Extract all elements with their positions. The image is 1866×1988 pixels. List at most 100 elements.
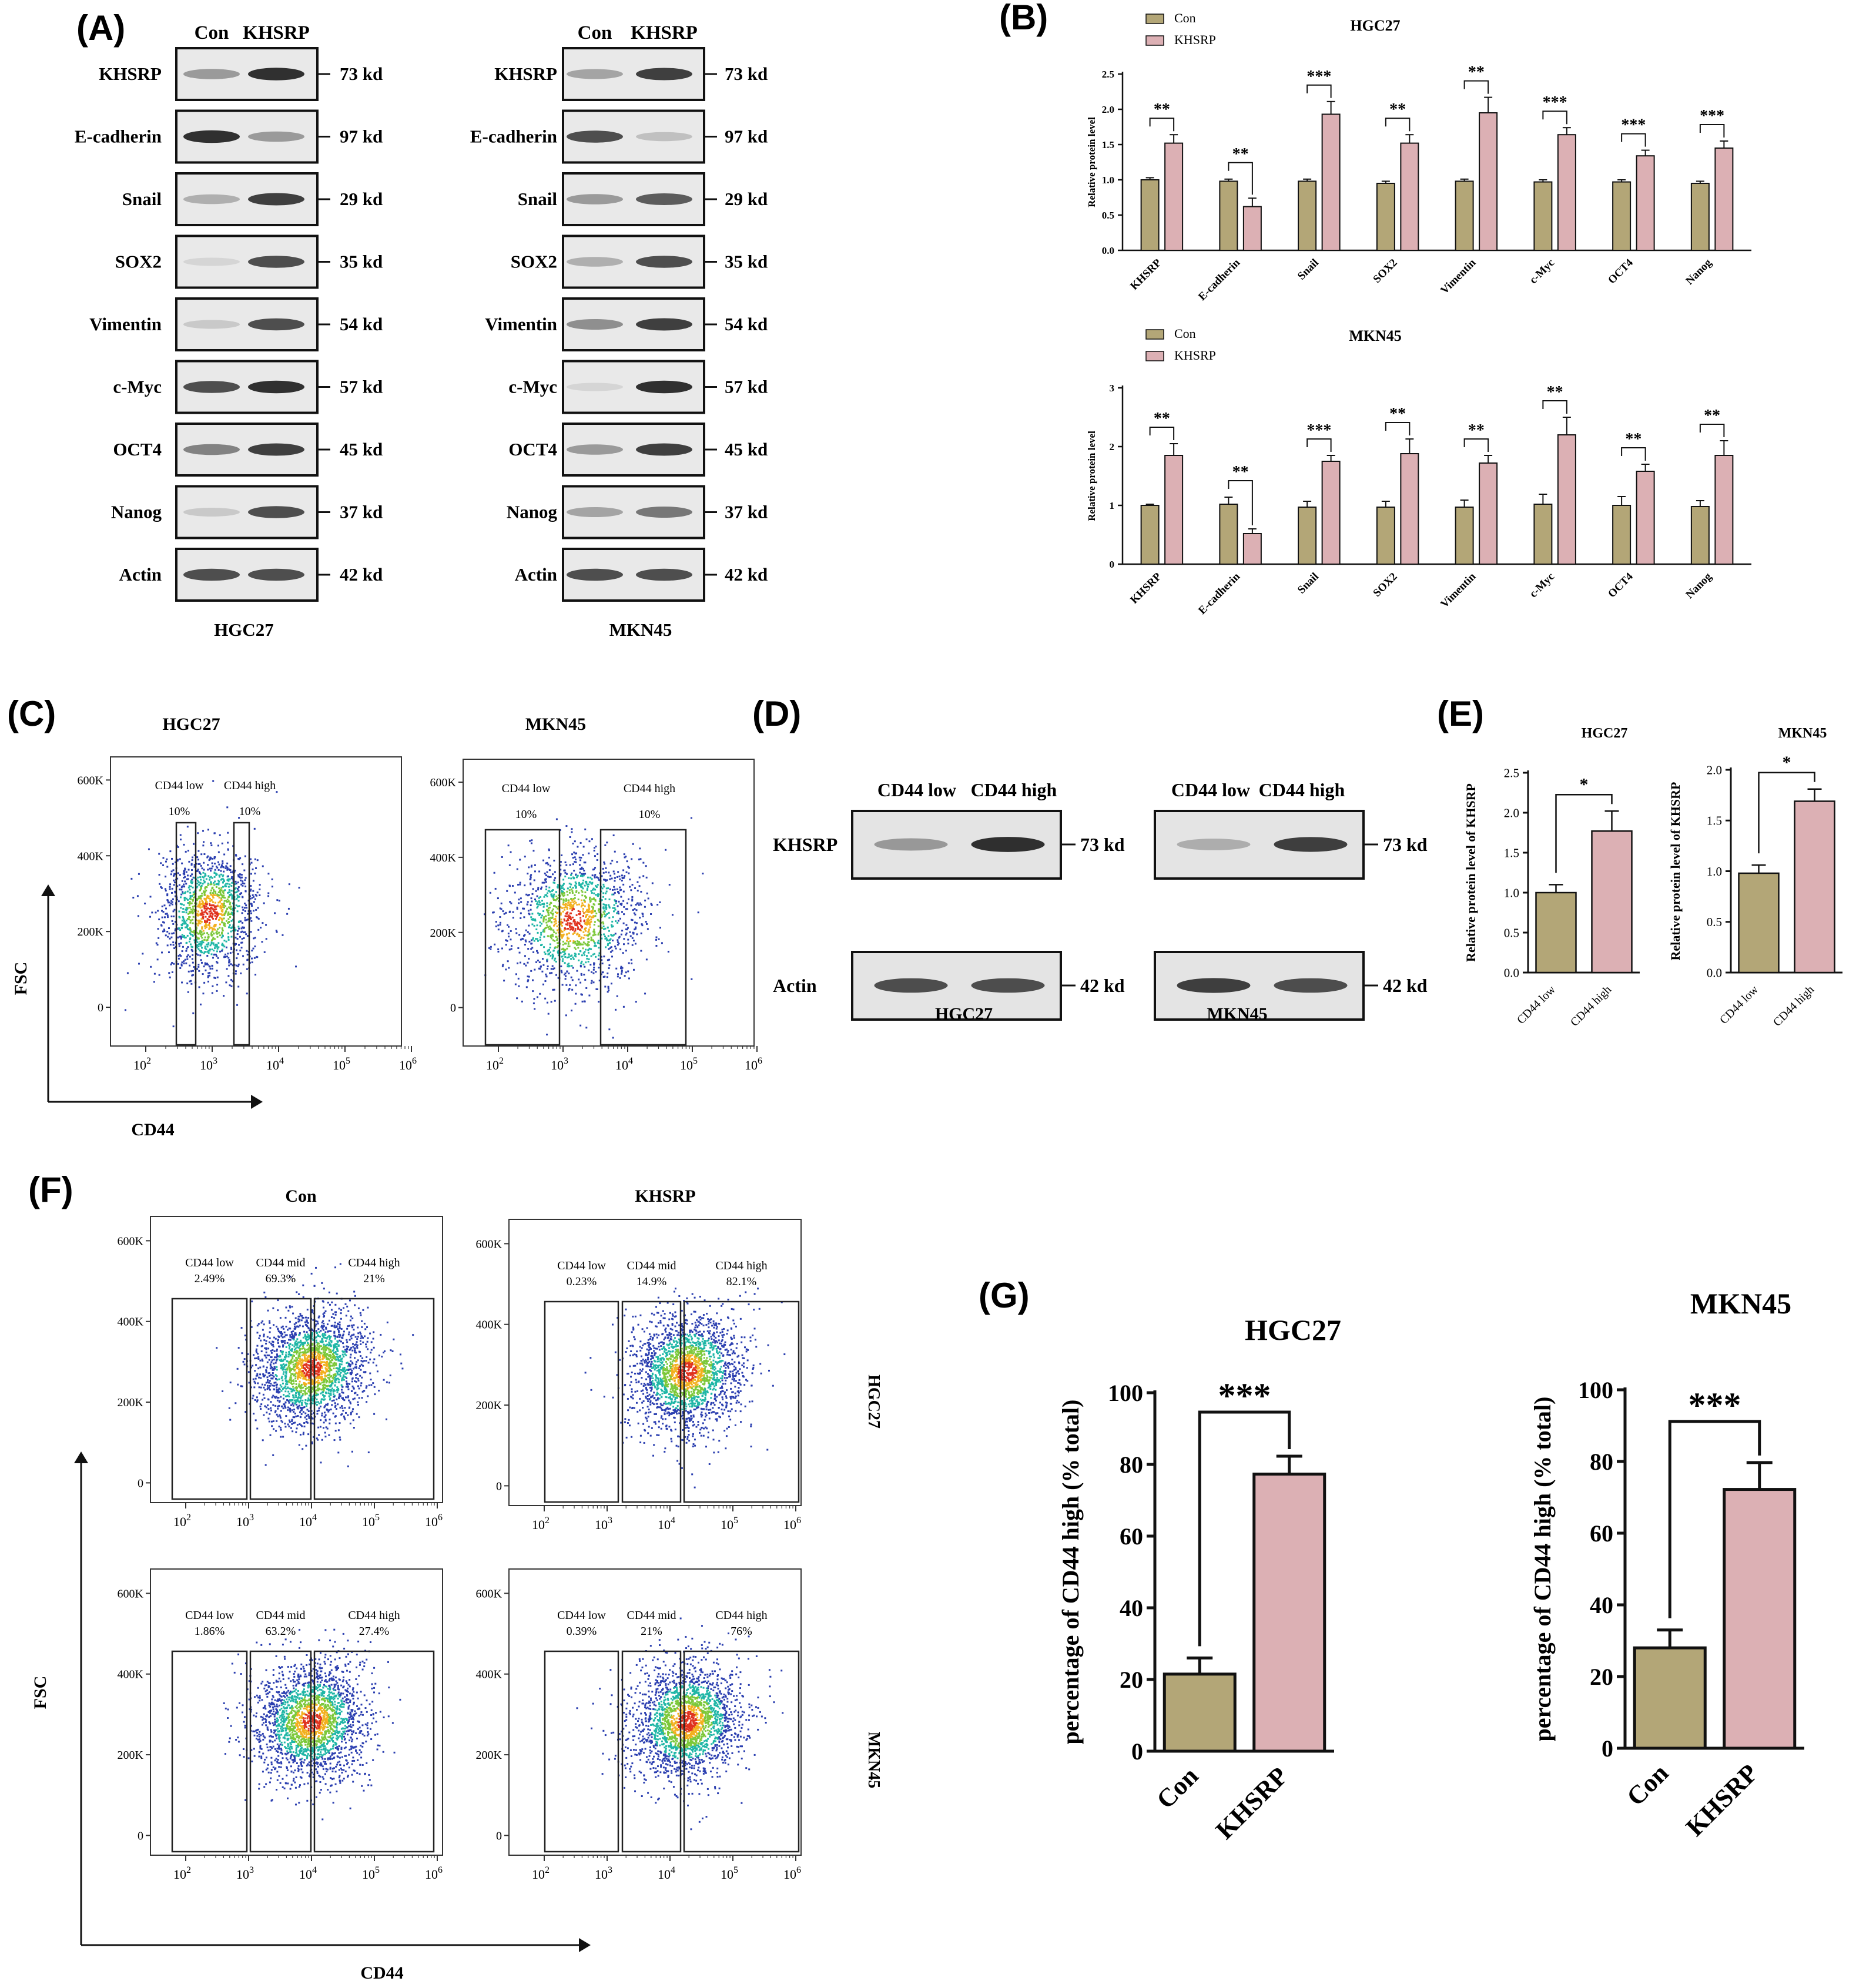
event-dot: [352, 1419, 354, 1422]
event-dot: [333, 1376, 335, 1378]
event-dot: [532, 951, 535, 953]
event-dot: [274, 1356, 276, 1359]
event-dot: [588, 852, 590, 854]
event-dot: [367, 1337, 369, 1339]
event-dot: [306, 1339, 308, 1342]
event-dot: [551, 916, 554, 918]
event-dot: [584, 905, 586, 907]
event-dot: [623, 913, 625, 916]
event-dot: [621, 903, 623, 905]
event-dot: [207, 980, 209, 983]
event-dot: [598, 947, 600, 949]
event-dot: [593, 928, 595, 931]
event-dot: [159, 883, 161, 885]
event-dot: [530, 897, 532, 900]
event-dot: [179, 889, 181, 891]
event-dot: [227, 922, 229, 924]
event-dot: [632, 940, 635, 942]
event-dot: [280, 1360, 282, 1362]
protein-label: Nanog: [111, 502, 162, 522]
event-dot: [210, 907, 212, 909]
event-dot: [579, 910, 581, 913]
y-tick-label: 0.0: [1707, 965, 1722, 980]
event-dot: [289, 1352, 291, 1354]
event-dot: [328, 1335, 330, 1337]
event-dot: [549, 906, 551, 908]
event-dot: [200, 894, 203, 897]
event-dot: [305, 1379, 307, 1381]
event-dot: [200, 921, 203, 923]
event-dot: [358, 1387, 360, 1390]
event-dot: [296, 1343, 299, 1346]
event-dot: [524, 856, 526, 858]
significance-stars: ***: [1621, 116, 1646, 135]
event-dot: [545, 878, 547, 880]
event-dot: [262, 1329, 264, 1331]
event-dot: [574, 894, 576, 896]
event-dot: [297, 1350, 299, 1353]
lane-label: Con: [195, 22, 229, 43]
event-dot: [517, 977, 520, 980]
event-dot: [196, 931, 198, 934]
bar: [1219, 504, 1238, 565]
event-dot: [629, 886, 631, 888]
event-dot: [334, 1303, 337, 1306]
event-dot: [639, 902, 641, 904]
event-dot: [334, 1430, 337, 1432]
event-dot: [493, 871, 495, 874]
event-dot: [614, 850, 616, 853]
event-dot: [254, 1419, 257, 1422]
event-dot: [320, 1326, 323, 1328]
event-dot: [359, 1374, 361, 1377]
event-dot: [328, 1409, 330, 1412]
event-dot: [213, 881, 215, 884]
event-dot: [249, 897, 252, 900]
event-dot: [182, 923, 184, 925]
event-dot: [216, 916, 218, 918]
event-dot: [554, 957, 557, 960]
event-dot: [301, 1448, 304, 1450]
event-dot: [344, 1303, 347, 1305]
event-dot: [612, 910, 615, 913]
event-dot: [603, 928, 605, 930]
event-dot: [579, 919, 582, 921]
event-dot: [171, 933, 173, 935]
event-dot: [524, 944, 526, 946]
event-dot: [234, 888, 236, 890]
event-dot: [266, 1412, 268, 1414]
event-dot: [351, 1343, 354, 1345]
event-dot: [192, 931, 194, 933]
event-dot: [578, 856, 581, 859]
event-dot: [190, 880, 192, 882]
event-dot: [213, 977, 216, 979]
event-dot: [272, 1372, 274, 1374]
event-dot: [199, 931, 201, 933]
event-dot: [289, 1368, 291, 1370]
event-dot: [222, 891, 224, 893]
event-dot: [587, 921, 589, 924]
event-dot: [551, 953, 554, 956]
event-dot: [227, 911, 230, 914]
event-dot: [276, 1386, 278, 1389]
event-dot: [217, 912, 219, 914]
event-dot: [156, 958, 159, 961]
protein-band: [183, 508, 240, 517]
event-dot: [203, 861, 205, 864]
event-dot: [631, 937, 634, 939]
event-dot: [286, 1334, 288, 1336]
event-dot: [546, 1001, 548, 1004]
event-dot: [173, 915, 175, 917]
event-dot: [292, 1394, 294, 1396]
event-dot: [270, 1409, 272, 1412]
event-dot: [548, 849, 550, 851]
event-dot: [619, 878, 621, 880]
event-dot: [655, 936, 658, 938]
event-dot: [308, 1388, 310, 1390]
event-dot: [240, 931, 242, 933]
event-dot: [611, 926, 613, 928]
event-dot: [571, 1010, 573, 1012]
event-dot: [609, 888, 611, 890]
event-dot: [206, 921, 209, 923]
event-dot: [191, 869, 193, 871]
size-label: 97 kd: [725, 126, 768, 147]
